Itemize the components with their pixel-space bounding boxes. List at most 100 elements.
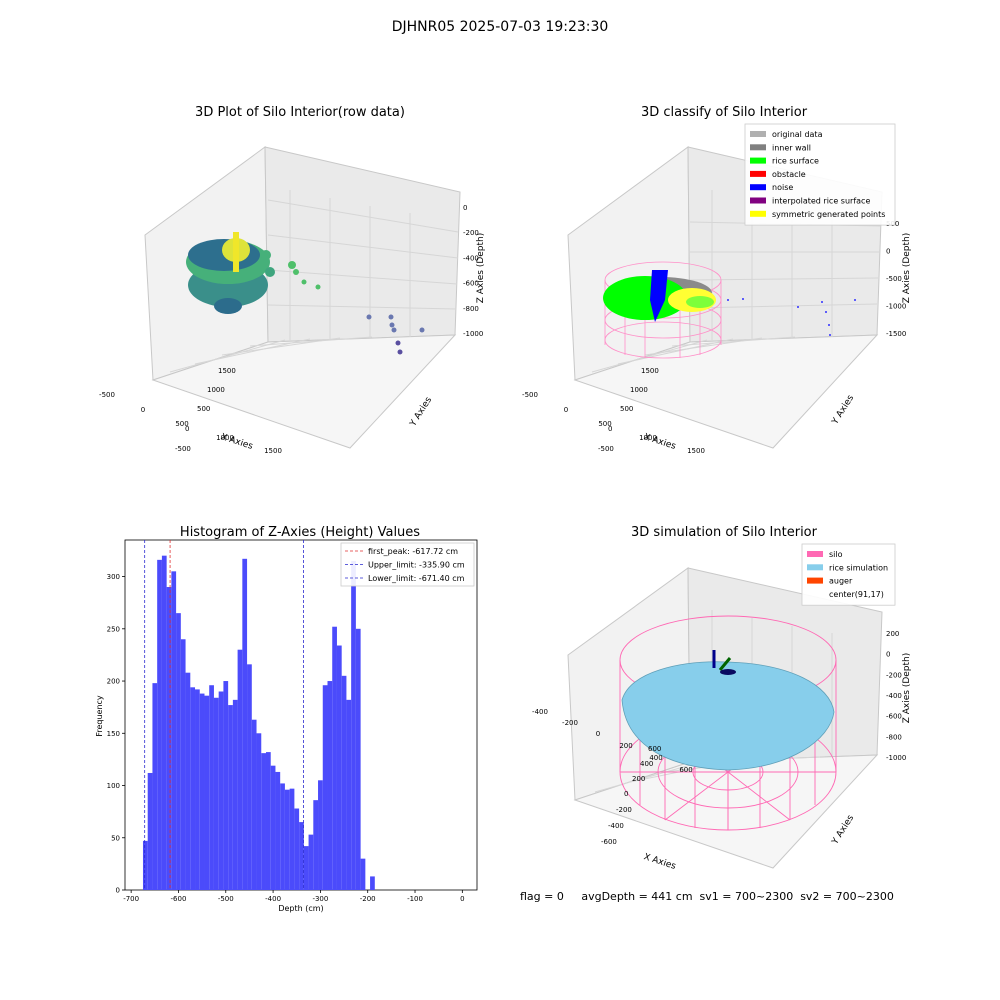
z-tick-label: -1000 <box>886 754 906 762</box>
z-tick-label: -200 <box>463 229 479 237</box>
z-tick-label: -400 <box>886 692 902 700</box>
z-tick-label: 200 <box>886 630 899 638</box>
histogram-bar <box>280 783 285 890</box>
y-ticks: 0 50 100 150 200 250 300 <box>107 573 125 895</box>
histogram-bar <box>199 693 205 890</box>
x-tick-label: -600 <box>171 895 187 903</box>
rice-simulation-surface <box>621 661 835 771</box>
x-tick-label: 500 <box>175 420 188 428</box>
histogram-bar <box>223 681 229 890</box>
histogram-bar <box>341 675 347 890</box>
y-tick-label: 1500 <box>218 367 236 375</box>
histogram-bar <box>346 699 352 890</box>
z-axis-label: Z Axies (Depth) <box>902 233 912 304</box>
legend-label: noise <box>772 183 793 192</box>
y-axis-label: Frequency <box>95 695 104 737</box>
pane-floor <box>573 334 879 449</box>
legend-swatch <box>750 184 766 191</box>
histogram-bar <box>355 628 361 890</box>
histogram-bar <box>332 626 337 890</box>
pane-back <box>264 146 461 343</box>
x-tick-label: -200 <box>562 719 578 727</box>
z-tick-label: -500 <box>886 275 902 283</box>
y-tick-label: 150 <box>107 730 120 738</box>
panel-classify-title: 3D classify of Silo Interior <box>641 105 808 120</box>
y-tick-label: 0 <box>624 790 628 798</box>
histogram-bar <box>270 765 276 890</box>
histogram-bar <box>152 683 158 890</box>
histogram-bar <box>204 695 210 890</box>
x-tick-label: -500 <box>218 895 234 903</box>
z-tick-labels: 0 -200 -400 -600 -800 -1000 <box>463 204 483 338</box>
histogram-bar <box>261 753 266 890</box>
histogram-bar <box>251 719 257 890</box>
y-tick-label: -600 <box>601 838 617 846</box>
x-tick-label: -200 <box>360 895 376 903</box>
noise-scatter <box>727 298 856 336</box>
histogram-bar <box>289 788 295 890</box>
y-tick-label: -500 <box>175 445 191 453</box>
x-axis-label: X Axies <box>219 432 254 452</box>
z-tick-label: -600 <box>886 713 902 721</box>
rice-point-cloud <box>186 232 425 355</box>
histogram-bar <box>370 876 375 890</box>
histogram-bar <box>284 789 290 890</box>
histogram-bar <box>360 858 366 890</box>
legend: first_peak: -617.72 cm Upper_limit: -335.… <box>340 542 475 587</box>
x-tick-label: -500 <box>99 391 115 399</box>
x-axis-label: X Axies <box>642 432 677 452</box>
histogram-bar <box>308 834 314 890</box>
histogram-bar <box>327 681 333 890</box>
y-tick-label: -400 <box>608 822 624 830</box>
x-tick-label: 0 <box>564 406 568 414</box>
panel-histogram: Histogram of Z-Axies (Height) Values -70… <box>95 525 478 913</box>
x-tick-label: 500 <box>598 420 611 428</box>
auger <box>712 650 736 675</box>
x-tick-label: -400 <box>265 895 281 903</box>
histogram-bar <box>142 840 148 890</box>
z-tick-label: -800 <box>886 733 902 741</box>
histogram-bar <box>180 639 186 890</box>
histogram-bar <box>299 822 304 890</box>
reference-lines <box>144 540 304 890</box>
y-tick-label: 0 <box>116 887 120 895</box>
x-tick-label: 400 <box>649 754 662 762</box>
panel-raw-title: 3D Plot of Silo Interior(row data) <box>195 105 405 120</box>
y-tick-label: 250 <box>107 625 120 633</box>
z-axis-label: Z Axies (Depth) <box>902 653 912 724</box>
histogram-bar <box>242 558 248 890</box>
z-tick-label: 0 <box>463 204 467 212</box>
y-tick-label: 600 <box>648 745 661 753</box>
legend-label: interpolated rice surface <box>772 197 870 206</box>
y-tick-label: 50 <box>111 834 120 842</box>
y-tick-label: 400 <box>640 760 653 768</box>
z-axis-label: Z Axies (Depth) <box>476 233 486 304</box>
histogram-bar <box>166 587 172 890</box>
y-tick-label: 200 <box>632 775 645 783</box>
y-tick-label: 500 <box>197 405 210 413</box>
x-tick-label: -100 <box>407 895 423 903</box>
x-tick-label: -500 <box>522 391 538 399</box>
y-tick-label: -500 <box>598 445 614 453</box>
histogram-bar <box>265 752 271 890</box>
bars <box>142 555 375 890</box>
y-axis-label: Y Axies <box>830 393 856 427</box>
y-tick-label: 100 <box>107 782 120 790</box>
histogram-bar <box>237 649 243 890</box>
legend: original data inner wall rice surface obsta… <box>744 123 896 226</box>
z-tick-label: -200 <box>886 671 902 679</box>
legend-swatch <box>807 551 823 557</box>
y-tick-label: 200 <box>107 678 120 686</box>
y-axis-label: Y Axies <box>830 813 856 847</box>
y-tick-label: 0 <box>608 425 612 433</box>
x-axis-label: X Axies <box>642 852 677 872</box>
noise-points <box>650 270 668 322</box>
legend-swatch <box>750 170 766 177</box>
pane-floor <box>151 334 457 449</box>
histogram-bar <box>218 691 224 890</box>
legend-label: Lower_limit: -671.40 cm <box>368 574 465 583</box>
